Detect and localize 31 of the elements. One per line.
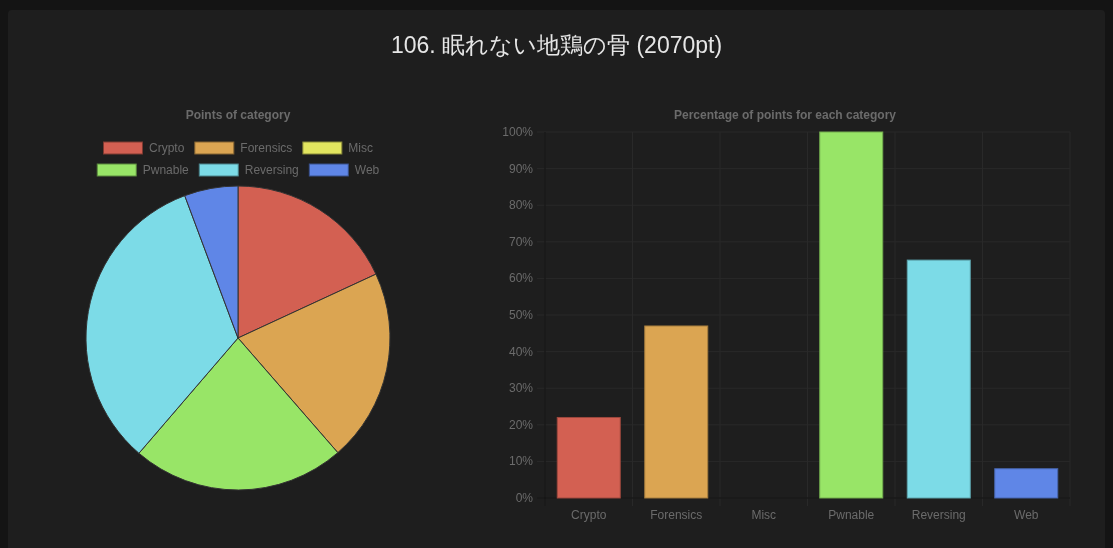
legend-label: Crypto bbox=[148, 141, 185, 155]
legend-label: Web bbox=[354, 163, 380, 177]
x-tick-label: Pwnable bbox=[828, 508, 875, 522]
y-tick-label: 40% bbox=[508, 344, 534, 359]
bar bbox=[994, 468, 1059, 499]
x-tick-label: Reversing bbox=[911, 508, 966, 522]
text: 106. 眠れない地鶏の骨 (2070pt) bbox=[390, 32, 723, 58]
y-tick-label: 30% bbox=[508, 381, 534, 396]
y-tick-label: 90% bbox=[508, 161, 534, 176]
chart-title: Percentage of points for each category bbox=[673, 108, 897, 122]
y-tick-label: 20% bbox=[508, 417, 534, 432]
y-tick-label: 80% bbox=[508, 198, 534, 213]
x-tick-label: Crypto bbox=[571, 508, 607, 522]
x-tick-label: Misc bbox=[751, 508, 777, 522]
legend-label: Misc bbox=[348, 141, 374, 155]
bar bbox=[644, 325, 709, 499]
y-tick-label: 0% bbox=[515, 491, 534, 505]
bar bbox=[819, 131, 884, 499]
legend-label: Forensics bbox=[240, 141, 293, 155]
y-tick-label: 60% bbox=[508, 271, 534, 286]
chart-title: Points of category bbox=[185, 108, 291, 122]
y-tick-label: 70% bbox=[508, 234, 534, 249]
legend-label: Pwnable bbox=[142, 163, 190, 177]
y-tick-label: 100% bbox=[502, 125, 534, 139]
y-tick-label: 10% bbox=[508, 454, 534, 469]
legend-label: Reversing bbox=[244, 163, 299, 177]
bar bbox=[906, 259, 971, 499]
bar bbox=[556, 416, 621, 499]
y-tick-label: 50% bbox=[508, 308, 534, 322]
x-tick-label: Web bbox=[1014, 508, 1039, 522]
x-tick-label: Forensics bbox=[650, 508, 703, 522]
